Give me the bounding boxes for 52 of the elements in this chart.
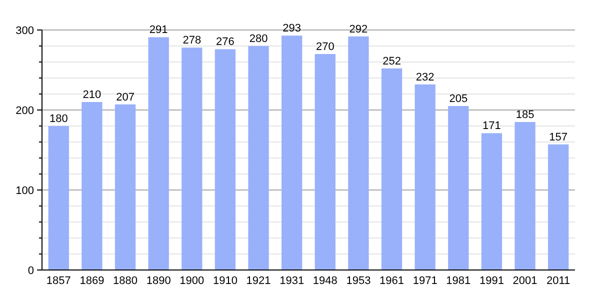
y-tick-label: 100 xyxy=(16,184,34,197)
x-tick-label: 1900 xyxy=(180,275,204,287)
x-tick-label: 1931 xyxy=(280,275,304,287)
bar xyxy=(214,49,236,270)
x-tick-label: 1880 xyxy=(113,275,138,287)
x-tick-label: 1869 xyxy=(80,275,104,287)
bar xyxy=(348,36,369,270)
data-label: 278 xyxy=(182,34,202,47)
bar xyxy=(548,144,569,270)
y-tick-label: 200 xyxy=(16,104,34,117)
x-tick-label: 1961 xyxy=(380,275,404,287)
bar xyxy=(182,48,202,270)
bar xyxy=(82,102,102,270)
x-tick-label: 1910 xyxy=(212,275,238,287)
data-label: 205 xyxy=(449,93,468,105)
x-tick-label: 1890 xyxy=(146,275,171,287)
data-label: 252 xyxy=(382,55,401,68)
y-tick-label: 300 xyxy=(16,24,34,37)
bar xyxy=(114,104,136,270)
data-label: 171 xyxy=(482,120,501,132)
data-label: 292 xyxy=(349,23,368,36)
bar xyxy=(414,84,436,270)
bar xyxy=(48,126,69,270)
x-tick-label: 2011 xyxy=(546,275,570,287)
data-label: 280 xyxy=(249,33,268,45)
data-label: 276 xyxy=(216,36,234,48)
bar xyxy=(448,106,469,270)
x-tick-label: 1991 xyxy=(479,275,504,287)
x-tick-label: 1921 xyxy=(246,275,271,287)
bar xyxy=(282,36,302,270)
data-label: 270 xyxy=(316,41,334,53)
data-label: 293 xyxy=(282,22,302,35)
bar xyxy=(481,133,502,270)
bar xyxy=(314,54,336,270)
bar xyxy=(248,46,269,270)
data-label: 180 xyxy=(49,113,68,125)
bar xyxy=(381,68,402,270)
data-label: 207 xyxy=(116,91,134,104)
x-tick-label: 1971 xyxy=(412,275,438,287)
x-tick-label: 1981 xyxy=(446,275,471,287)
x-tick-label: 1953 xyxy=(346,275,371,287)
x-tick-label: 2001 xyxy=(512,275,538,287)
bar xyxy=(514,122,536,270)
bar xyxy=(148,37,169,270)
x-tick-label: 1857 xyxy=(46,275,71,287)
data-label: 291 xyxy=(149,24,168,36)
data-label: 185 xyxy=(516,109,534,121)
x-tick-label: 1948 xyxy=(312,275,338,287)
data-label: 210 xyxy=(82,89,102,101)
y-tick-label: 0 xyxy=(28,264,34,277)
data-label: 157 xyxy=(549,131,568,144)
data-label: 232 xyxy=(416,71,434,84)
